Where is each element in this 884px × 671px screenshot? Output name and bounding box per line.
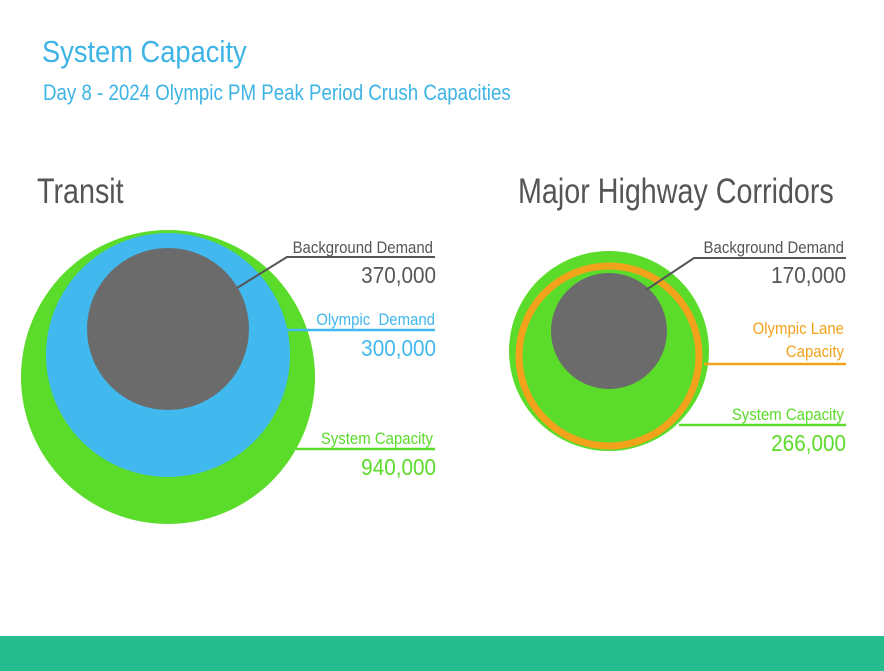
- transit-heading: Transit: [37, 172, 124, 211]
- highway-olympic-lane-ring: [515, 262, 703, 450]
- transit-olympic-demand-value: 300,000: [361, 335, 436, 361]
- page-subtitle: Day 8 - 2024 Olympic PM Peak Period Crus…: [43, 80, 511, 105]
- highway-system-capacity-label: System Capacity: [732, 406, 844, 424]
- highway-background-leader: [645, 257, 846, 291]
- transit-background-demand-circle: [87, 248, 249, 410]
- highway-leader-lines: [645, 257, 846, 427]
- highway-olympic-lane-label-line2: Capacity: [786, 343, 844, 361]
- transit-circles: [21, 230, 315, 524]
- highway-background-demand-value: 170,000: [771, 262, 846, 288]
- transit-background-leader: [236, 256, 435, 289]
- highway-labels: Background Demand 170,000 Olympic Lane C…: [704, 239, 846, 456]
- highway-heading: Major Highway Corridors: [518, 172, 834, 211]
- highway-system-capacity-value: 266,000: [771, 430, 846, 456]
- highway-background-demand-label: Background Demand: [704, 239, 844, 257]
- highway-background-demand-circle: [551, 273, 667, 389]
- transit-background-demand-label: Background Demand: [293, 239, 433, 257]
- footer-bar: [0, 636, 884, 671]
- highway-olympic-lane-label-line1: Olympic Lane: [753, 320, 844, 338]
- transit-labels: Background Demand 370,000 Olympic Demand…: [293, 239, 436, 480]
- transit-background-demand-value: 370,000: [361, 262, 436, 288]
- transit-system-capacity-value: 940,000: [361, 454, 436, 480]
- transit-system-capacity-label: System Capacity: [321, 430, 433, 448]
- highway-circles: [509, 251, 709, 451]
- transit-leader-lines: [236, 256, 435, 451]
- transit-olympic-demand-label: Olympic Demand: [316, 311, 435, 329]
- page-title: System Capacity: [42, 34, 247, 69]
